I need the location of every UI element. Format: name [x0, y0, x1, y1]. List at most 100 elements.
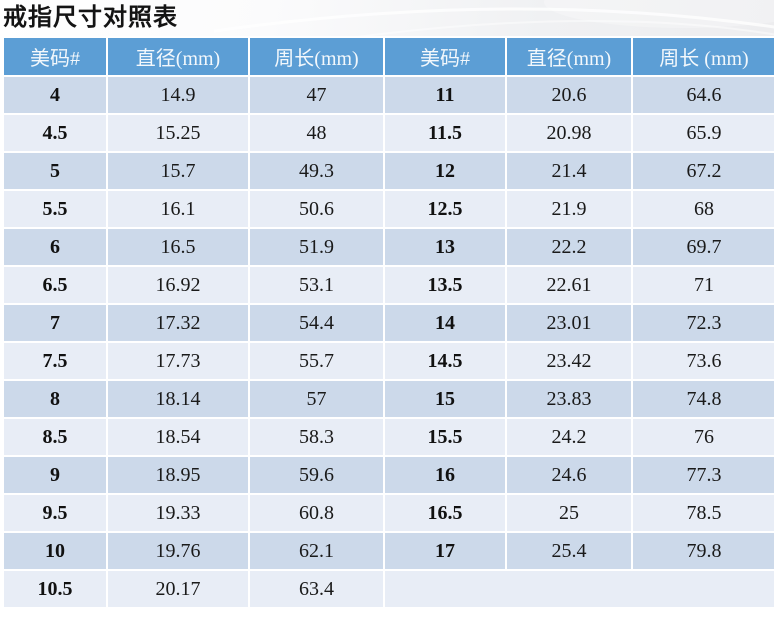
cell-circumference-mm: 73.6: [631, 341, 774, 381]
cell-diameter-mm: 15.7: [106, 151, 250, 191]
cell-circumference-mm: 47: [248, 75, 385, 115]
cell-us-size: 13.5: [383, 265, 507, 305]
table-row: 4.5 15.25 48 11.5 20.98 65.9: [1, 113, 774, 153]
cell-empty: [383, 569, 774, 609]
cell-circumference-mm: 79.8: [631, 531, 774, 571]
cell-us-size: 12: [383, 151, 507, 191]
cell-diameter-mm: 16.92: [106, 265, 250, 305]
cell-us-size: 14: [383, 303, 507, 343]
cell-diameter-mm: 17.32: [106, 303, 250, 343]
cell-diameter-mm: 14.9: [106, 75, 250, 115]
cell-us-size: 9: [1, 455, 108, 495]
table-row: 6.5 16.92 53.1 13.5 22.61 71: [1, 265, 774, 305]
cell-circumference-mm: 63.4: [248, 569, 385, 609]
cell-circumference-mm: 57: [248, 379, 385, 419]
cell-circumference-mm: 48: [248, 113, 385, 153]
cell-us-size: 8: [1, 379, 108, 419]
cell-diameter-mm: 15.25: [106, 113, 250, 153]
cell-us-size: 8.5: [1, 417, 108, 457]
cell-diameter-mm: 18.95: [106, 455, 250, 495]
cell-circumference-mm: 71: [631, 265, 774, 305]
table-row: 7.5 17.73 55.7 14.5 23.42 73.6: [1, 341, 774, 381]
cell-circumference-mm: 64.6: [631, 75, 774, 115]
cell-diameter-mm: 22.61: [505, 265, 633, 305]
table-row: 8 18.14 57 15 23.83 74.8: [1, 379, 774, 419]
cell-diameter-mm: 21.4: [505, 151, 633, 191]
cell-diameter-mm: 25: [505, 493, 633, 533]
header-us-size-left: 美码#: [1, 36, 108, 77]
cell-circumference-mm: 68: [631, 189, 774, 229]
cell-diameter-mm: 24.2: [505, 417, 633, 457]
table-row: 10.5 20.17 63.4: [1, 569, 774, 609]
ring-size-table: 美码# 直径(mm) 周长(mm) 美码# 直径(mm) 周长 (mm) 4 14…: [0, 36, 774, 609]
cell-circumference-mm: 51.9: [248, 227, 385, 267]
cell-circumference-mm: 67.2: [631, 151, 774, 191]
cell-us-size: 6.5: [1, 265, 108, 305]
header-circumference-left: 周长(mm): [248, 36, 385, 77]
cell-circumference-mm: 58.3: [248, 417, 385, 457]
cell-diameter-mm: 25.4: [505, 531, 633, 571]
cell-diameter-mm: 17.73: [106, 341, 250, 381]
table-row: 9 18.95 59.6 16 24.6 77.3: [1, 455, 774, 495]
cell-us-size: 7: [1, 303, 108, 343]
header-diameter-left: 直径(mm): [106, 36, 250, 77]
cell-us-size: 13: [383, 227, 507, 267]
cell-diameter-mm: 18.54: [106, 417, 250, 457]
table-row: 10 19.76 62.1 17 25.4 79.8: [1, 531, 774, 571]
cell-circumference-mm: 69.7: [631, 227, 774, 267]
cell-circumference-mm: 77.3: [631, 455, 774, 495]
decorative-swirl: [214, 0, 774, 36]
cell-diameter-mm: 16.1: [106, 189, 250, 229]
cell-us-size: 9.5: [1, 493, 108, 533]
table-row: 7 17.32 54.4 14 23.01 72.3: [1, 303, 774, 343]
table-row: 6 16.5 51.9 13 22.2 69.7: [1, 227, 774, 267]
cell-circumference-mm: 74.8: [631, 379, 774, 419]
cell-circumference-mm: 62.1: [248, 531, 385, 571]
cell-diameter-mm: 19.33: [106, 493, 250, 533]
cell-circumference-mm: 49.3: [248, 151, 385, 191]
cell-circumference-mm: 65.9: [631, 113, 774, 153]
cell-diameter-mm: 16.5: [106, 227, 250, 267]
table-row: 5 15.7 49.3 12 21.4 67.2: [1, 151, 774, 191]
table-row: 9.5 19.33 60.8 16.5 25 78.5: [1, 493, 774, 533]
cell-us-size: 14.5: [383, 341, 507, 381]
cell-circumference-mm: 54.4: [248, 303, 385, 343]
cell-diameter-mm: 23.83: [505, 379, 633, 419]
title-bar: 戒指尺寸对照表: [0, 0, 774, 36]
cell-diameter-mm: 23.42: [505, 341, 633, 381]
cell-diameter-mm: 23.01: [505, 303, 633, 343]
cell-us-size: 15.5: [383, 417, 507, 457]
page-title: 戒指尺寸对照表: [3, 4, 178, 31]
cell-us-size: 5.5: [1, 189, 108, 229]
table-header-row: 美码# 直径(mm) 周长(mm) 美码# 直径(mm) 周长 (mm): [1, 36, 774, 77]
cell-diameter-mm: 20.17: [106, 569, 250, 609]
cell-us-size: 17: [383, 531, 507, 571]
cell-us-size: 10.5: [1, 569, 108, 609]
cell-diameter-mm: 18.14: [106, 379, 250, 419]
header-circumference-right: 周长 (mm): [631, 36, 774, 77]
cell-us-size: 4: [1, 75, 108, 115]
cell-circumference-mm: 50.6: [248, 189, 385, 229]
cell-diameter-mm: 22.2: [505, 227, 633, 267]
cell-us-size: 12.5: [383, 189, 507, 229]
table-row: 5.5 16.1 50.6 12.5 21.9 68: [1, 189, 774, 229]
cell-circumference-mm: 55.7: [248, 341, 385, 381]
cell-circumference-mm: 59.6: [248, 455, 385, 495]
cell-us-size: 5: [1, 151, 108, 191]
cell-us-size: 7.5: [1, 341, 108, 381]
cell-us-size: 15: [383, 379, 507, 419]
cell-us-size: 11: [383, 75, 507, 115]
cell-diameter-mm: 21.9: [505, 189, 633, 229]
cell-circumference-mm: 78.5: [631, 493, 774, 533]
cell-us-size: 16: [383, 455, 507, 495]
cell-us-size: 10: [1, 531, 108, 571]
cell-circumference-mm: 76: [631, 417, 774, 457]
cell-us-size: 6: [1, 227, 108, 267]
cell-diameter-mm: 24.6: [505, 455, 633, 495]
table-row: 4 14.9 47 11 20.6 64.6: [1, 75, 774, 115]
header-diameter-right: 直径(mm): [505, 36, 633, 77]
cell-us-size: 16.5: [383, 493, 507, 533]
cell-diameter-mm: 20.6: [505, 75, 633, 115]
cell-circumference-mm: 60.8: [248, 493, 385, 533]
